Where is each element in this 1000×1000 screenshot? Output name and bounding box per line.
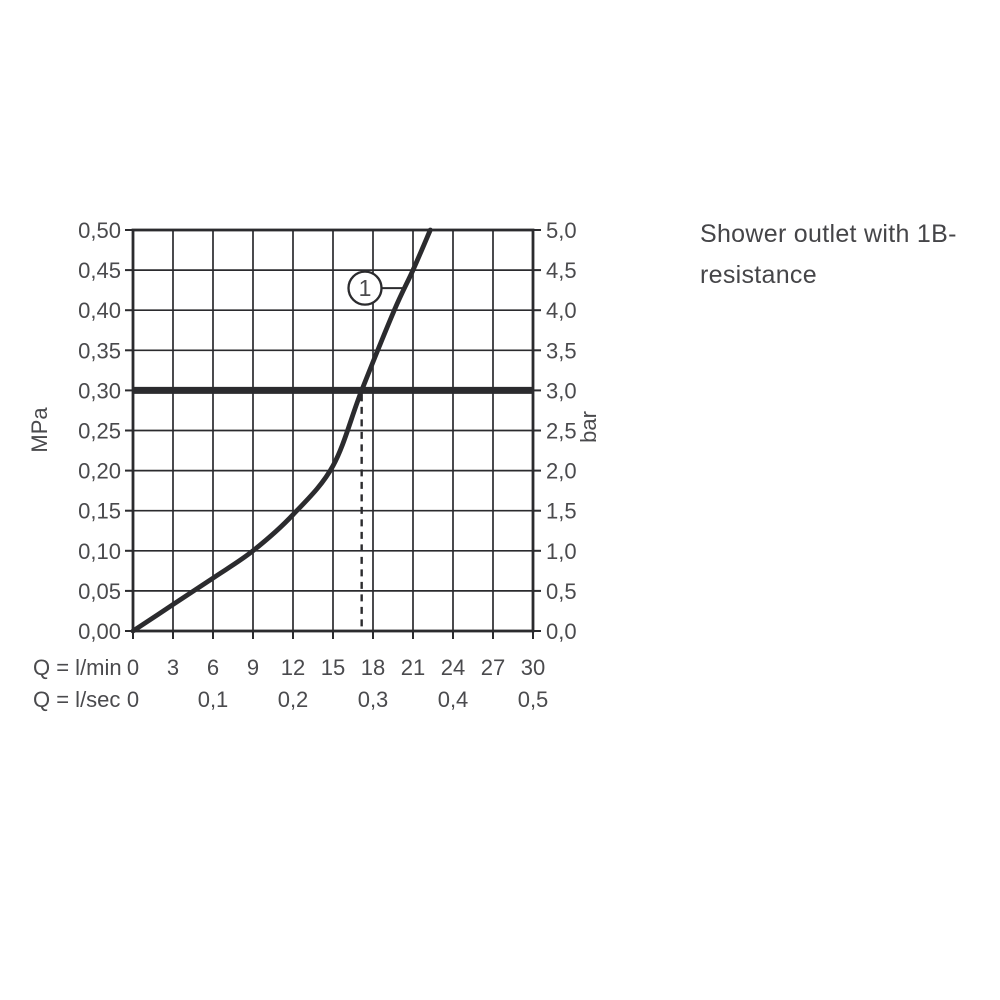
x-axis-tick-label: 0,1: [198, 687, 229, 712]
x-axis-tick-label: 0,4: [438, 687, 469, 712]
y-left-tick-label: 0,05: [78, 579, 121, 604]
x-axis-tick-label: 15: [321, 655, 345, 680]
y-right-tick-label: 1,0: [546, 539, 577, 564]
figure-title-line2: resistance: [700, 261, 817, 289]
y-left-tick-label: 0,00: [78, 619, 121, 644]
x-axis-tick-label: 0,3: [358, 687, 389, 712]
x-axis-tick-label: 3: [167, 655, 179, 680]
y-left-tick-label: 0,30: [78, 378, 121, 403]
y-right-tick-label: 2,0: [546, 459, 577, 484]
y-right-axis-unit-label: bar: [576, 411, 601, 443]
x-axis-tick-label: 21: [401, 655, 425, 680]
x-axis-tick-label: 27: [481, 655, 505, 680]
callout-circle: [347, 270, 383, 306]
x-axis-tick-label: 0: [127, 687, 139, 712]
y-right-tick-label: 1,5: [546, 499, 577, 524]
y-right-tick-label: 3,0: [546, 378, 577, 403]
plot-border: [131, 228, 535, 633]
x-axis-tick-label: 30: [521, 655, 545, 680]
y-left-tick-label: 0,40: [78, 298, 121, 323]
y-left-tick-label: 0,35: [78, 338, 121, 363]
x-axis-tick-label: 0,5: [518, 687, 549, 712]
y-right-tick-label: 2,5: [546, 419, 577, 444]
y-right-tick-label: 4,0: [546, 298, 577, 323]
y-left-tick-label: 0,15: [78, 499, 121, 524]
x-axis-tick-label: 24: [441, 655, 465, 680]
x-axis-tick-label: 0,2: [278, 687, 309, 712]
y-right-tick-label: 5,0: [546, 218, 577, 243]
y-left-tick-label: 0,10: [78, 539, 121, 564]
y-right-tick-label: 0,0: [546, 619, 577, 644]
y-right-tick-label: 4,5: [546, 258, 577, 283]
y-left-axis-unit-label: MPa: [27, 407, 52, 453]
y-left-tick-label: 0,20: [78, 459, 121, 484]
y-left-tick-label: 0,25: [78, 419, 121, 444]
flow-curve-series-1: [130, 227, 433, 634]
callout-label: 1: [359, 275, 372, 301]
x-axis-row-caption: Q = l/min: [33, 655, 122, 680]
x-axis-tick-label: 0: [127, 655, 139, 680]
x-axis-tick-label: 18: [361, 655, 385, 680]
figure-title: Shower outlet with 1B- resistance: [700, 214, 957, 296]
x-axis-tick-label: 6: [207, 655, 219, 680]
y-right-tick-label: 0,5: [546, 579, 577, 604]
y-right-tick-label: 3,5: [546, 338, 577, 363]
x-axis-tick-label: 12: [281, 655, 305, 680]
x-axis-tick-label: 9: [247, 655, 259, 680]
figure-title-line1: Shower outlet with 1B-: [700, 220, 957, 248]
y-left-tick-label: 0,45: [78, 258, 121, 283]
x-axis-row-caption: Q = l/sec: [33, 687, 120, 712]
y-left-tick-label: 0,50: [78, 218, 121, 243]
